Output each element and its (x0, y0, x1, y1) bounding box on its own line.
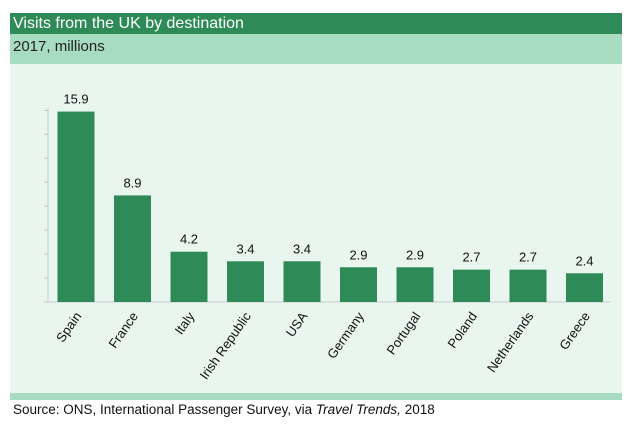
bar (566, 273, 603, 302)
bar (283, 261, 321, 302)
source-note: Source: ONS, International Passenger Sur… (13, 402, 435, 417)
bar (340, 267, 377, 302)
x-tick-label: Irish Republic (196, 309, 254, 383)
data-label: 2.9 (406, 247, 424, 262)
data-label: 2.9 (349, 247, 367, 262)
data-label: 15.9 (63, 92, 88, 107)
bar (453, 269, 490, 302)
bar (170, 251, 208, 302)
data-label: 3.4 (236, 241, 254, 256)
source-prefix: Source: ONS, International Passenger Sur… (13, 402, 316, 417)
data-label: 8.9 (123, 175, 141, 190)
x-tick-label: USA (283, 309, 311, 340)
source-year: 2018 (400, 402, 435, 417)
x-tick-label: Poland (444, 309, 480, 351)
data-label: 4.2 (180, 232, 198, 247)
bar-chart: 15.9 Spain 8.9 France 4.2 Italy 3.4 Irish Repub… (44, 92, 610, 383)
bottom-divider (10, 393, 622, 400)
data-label: 2.7 (519, 250, 537, 265)
data-label: 2.7 (462, 250, 480, 265)
data-label: 2.4 (575, 253, 593, 268)
x-tick-label: Germany (324, 309, 367, 362)
bar (57, 111, 95, 302)
chart-subtitle: 2017, millions (10, 34, 622, 64)
x-tick-label: France (105, 309, 140, 351)
x-tick-label: Portugal (383, 309, 423, 357)
bar (509, 269, 547, 302)
bar (227, 261, 264, 302)
data-label: 3.4 (293, 241, 311, 256)
x-tick-label: Netherlands (484, 309, 537, 375)
bar (396, 267, 434, 302)
plot-background (10, 64, 622, 393)
x-tick-label: Spain (53, 309, 84, 345)
x-tick-label: Italy (171, 309, 197, 338)
source-publication: Travel Trends, (315, 402, 401, 417)
chart-title: Visits from the UK by destination (10, 13, 622, 34)
x-tick-label: Greece (556, 309, 593, 353)
bar (114, 195, 151, 302)
